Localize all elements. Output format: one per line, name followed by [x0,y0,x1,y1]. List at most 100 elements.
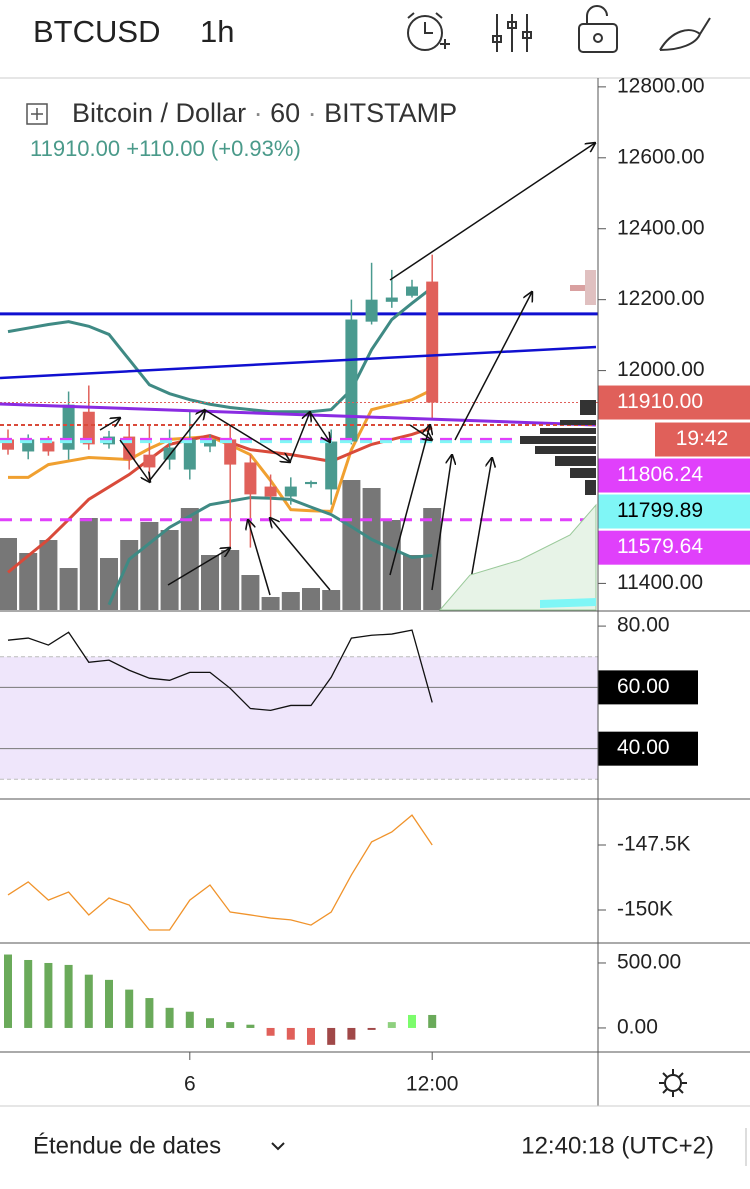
legend-price: 11910.00 +110.00 (+0.93%) [30,136,301,161]
settings-icon[interactable] [659,1069,687,1097]
volume-bar [201,555,219,610]
volume-bar [302,588,320,610]
candle-body [244,462,257,495]
bar [185,1011,194,1028]
bar [327,1027,336,1045]
bar [428,1014,437,1028]
candle-body [82,411,95,445]
indicator-line [7,286,434,414]
candle-body [183,439,196,470]
price-label: 11579.64 [617,535,703,558]
candle-body [365,299,378,322]
volume-bar [79,518,98,610]
y-tick-label: 60.00 [617,675,670,698]
candle-body [426,281,439,403]
volume-bar [382,520,401,610]
bar [206,1018,214,1028]
volume-bar [261,597,280,610]
volume-bar [39,540,58,610]
x-tick-label: 12:00 [406,1073,459,1096]
indicator-line [7,814,433,931]
bar [226,1022,235,1028]
candle-body [284,486,297,497]
y-tick-label: -150K [617,898,673,921]
y-tick-label: 80.00 [617,614,670,637]
collapse-icon[interactable] [26,103,48,125]
y-tick-label: 12200.00 [617,287,705,310]
alert-icon[interactable] [407,12,450,51]
bar [367,1027,376,1030]
y-tick-label: -147.5K [617,833,691,856]
x-tick-label: 6 [184,1073,196,1096]
candle-body [264,486,277,497]
rsi-band [0,656,598,780]
volume-bar [140,522,159,610]
bar [145,998,154,1028]
candle-body [2,439,14,450]
drawings [0,345,597,427]
bar [286,1027,295,1040]
bar [165,1007,174,1028]
legend-title: Bitcoin / Dollar · 60 · BITSTAMP [72,98,457,128]
price-label-bg [598,530,750,565]
lock-icon[interactable] [578,5,618,53]
volume-bar [221,550,240,610]
bar [64,964,73,1028]
countdown-bg [655,422,750,457]
volume-bar [362,488,381,610]
candle-body [305,481,317,485]
y-tick-label: 12400.00 [617,216,705,239]
date-range[interactable]: Étendue de dates [33,1132,221,1159]
volume-bar [0,538,17,610]
label-bg [598,731,698,766]
plus [31,108,43,120]
candle-body [42,441,55,452]
y-tick-label: 12000.00 [617,358,705,381]
volume-bar [281,592,300,610]
y-tick-label: 40.00 [617,736,670,759]
y-tick-label: 12800.00 [617,74,705,97]
candle-body [143,454,156,468]
candle-body [224,439,237,465]
candle-body [325,441,338,490]
price-label-bg [598,494,750,529]
draw-icon[interactable] [659,17,711,51]
indicators-icon[interactable] [492,14,532,52]
bar [387,1022,396,1028]
clock[interactable]: 12:40:18 (UTC+2) [521,1132,714,1159]
price-label: 11806.24 [617,463,703,486]
label-bg [598,670,698,705]
arrows [99,143,595,596]
interval[interactable]: 1h [200,14,234,49]
price-label: 11799.89 [617,499,703,522]
volume-bar [241,575,260,610]
volume-bar [160,530,179,610]
price-label-bg [598,458,750,493]
volume-bar [342,480,361,610]
y-tick-label: 500.00 [617,951,681,974]
candle-body [385,297,398,302]
countdown: 19:42 [676,427,729,450]
candle-body [406,286,418,296]
bar [347,1027,356,1040]
bar [24,959,33,1028]
bar [266,1027,275,1036]
bar [44,962,53,1028]
volume-bar [19,553,38,610]
volume-bar [322,590,341,610]
indicator-line [7,629,433,712]
candle-body [345,319,358,442]
symbol[interactable]: BTCUSD [33,14,160,49]
volume-bar [180,508,199,610]
legend: Bitcoin / Dollar · 60 · BITSTAMP 11910.0… [26,98,457,161]
chevron [271,1142,285,1151]
bar [4,954,12,1028]
y-tick-label: 11400.00 [617,571,703,594]
cloud [438,503,597,611]
price-label-bg [598,385,750,420]
bar [125,989,134,1028]
bar [246,1024,255,1028]
price-label: 11910.00 [617,390,703,413]
volume-bar [423,508,442,610]
